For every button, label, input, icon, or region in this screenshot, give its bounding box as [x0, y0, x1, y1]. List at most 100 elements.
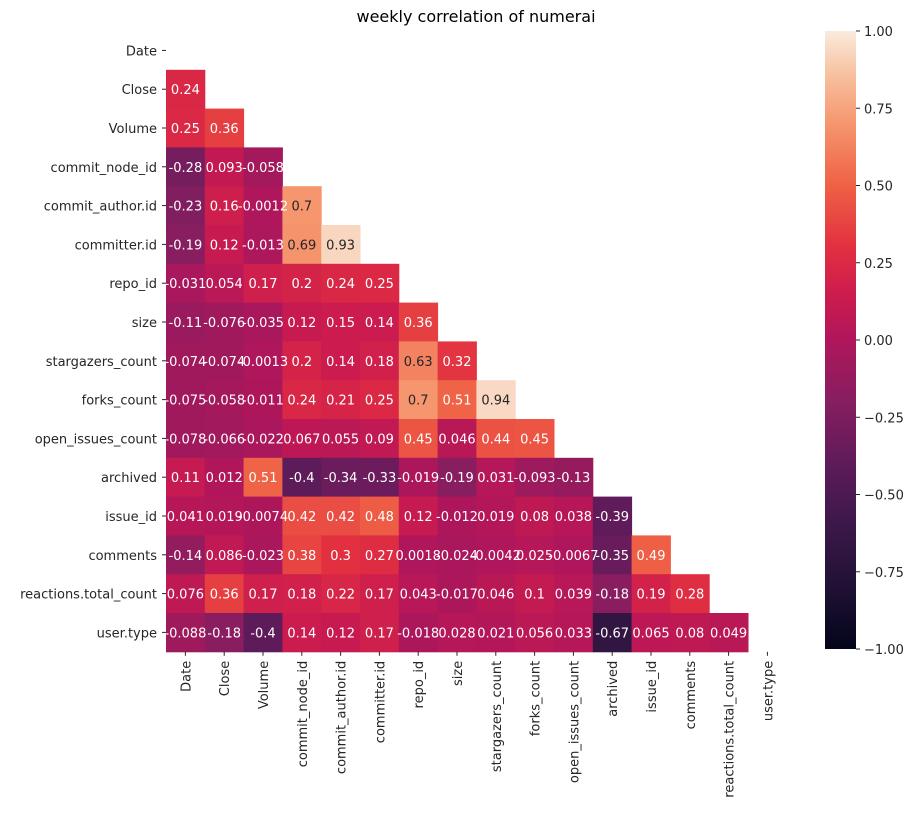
heatmap-cell: [243, 225, 283, 265]
heatmap-cell: [437, 535, 477, 575]
heatmap-cell: [476, 496, 516, 536]
cell-value-label: 0.17: [249, 588, 278, 603]
colorbar-tick-label: −0.25: [864, 411, 904, 426]
x-tick-label: forks_count: [529, 661, 544, 736]
heatmap-cell: [166, 457, 206, 498]
heatmap-cell: [670, 574, 710, 614]
cell-value-label: 0.019: [206, 510, 243, 525]
cell-value-label: -0.088: [164, 626, 206, 641]
heatmap-cell: [437, 380, 477, 420]
heatmap-cell: [360, 380, 400, 420]
cell-value-label: 0.25: [171, 122, 200, 137]
heatmap-cell: [360, 341, 400, 381]
colorbar-bar: [825, 31, 856, 649]
cell-value-label: 0.42: [326, 510, 355, 525]
cell-value-label: -0.0012: [238, 200, 288, 215]
cell-value-label: -0.0042: [471, 549, 521, 564]
cell-value-label: 0.22: [326, 588, 355, 603]
cell-value-label: -0.066: [203, 432, 245, 447]
heatmap-cell: [166, 263, 206, 304]
cell-value-label: 0.043: [400, 588, 437, 603]
cell-value-label: 0.046: [477, 588, 514, 603]
heatmap-cell: [321, 341, 361, 381]
y-axis-tick-labels: Date Close Volume commit_node_id commit_auth…: [20, 44, 166, 641]
cell-value-label: 0.021: [477, 626, 514, 641]
cell-value-label: 0.24: [171, 83, 200, 98]
heatmap-cell: [398, 535, 439, 575]
heatmap-cell: [398, 419, 439, 459]
cell-value-label: -0.074: [203, 355, 245, 370]
heatmap-cell: [321, 574, 361, 614]
cell-value-label: -0.13: [557, 471, 591, 486]
heatmap-cell: [437, 496, 477, 536]
heatmap-cell: [282, 613, 322, 653]
heatmap-cell: [592, 574, 633, 614]
x-tick-label: comments: [684, 661, 699, 730]
heatmap-cell: [554, 535, 594, 575]
cell-value-label: -0.013: [242, 238, 284, 253]
cell-value-label: -0.35: [595, 549, 629, 564]
cell-value-label: 0.049: [710, 626, 747, 641]
colorbar-tick-label: −0.75: [864, 566, 904, 581]
y-tick-label: archived: [101, 471, 157, 486]
heatmap-cell: [166, 380, 206, 420]
cell-value-label: -0.11: [169, 316, 203, 331]
y-tick-label: committer.id: [75, 238, 157, 253]
y-tick-label: issue_id: [105, 510, 157, 525]
cell-value-label: 0.51: [249, 471, 278, 486]
cell-value-label: -0.012: [436, 510, 478, 525]
cell-value-label: 0.3: [330, 549, 351, 564]
x-tick-label: committer.id: [373, 661, 388, 743]
cell-value-label: -0.058: [203, 394, 245, 409]
x-tick-label: user.type: [761, 661, 776, 721]
heatmap-cell: [204, 341, 245, 381]
cell-value-label: 0.086: [206, 549, 243, 564]
y-tick-label: Volume: [109, 122, 157, 137]
heatmap-cell: [515, 457, 555, 498]
x-axis-tick-labels: Date Close Volume commit_node_id commit_auth…: [179, 651, 776, 798]
heatmap-cell: [398, 457, 439, 498]
heatmap-cell: [166, 69, 206, 110]
heatmap-cell: [592, 535, 633, 575]
cell-value-label: -0.0067: [548, 549, 598, 564]
cell-value-label: 0.18: [365, 355, 394, 370]
cell-value-label: 0.0018: [395, 549, 441, 564]
cell-value-label: 0.36: [210, 122, 239, 137]
cell-value-label: 0.2: [291, 277, 312, 292]
cell-value-label: 0.38: [287, 549, 316, 564]
x-tick-label: Date: [179, 661, 194, 692]
cell-value-label: 0.054: [206, 277, 243, 292]
cell-value-label: 0.025: [516, 549, 553, 564]
cell-value-label: -0.058: [242, 161, 284, 176]
heatmap-cell: [360, 535, 400, 575]
cell-value-label: 0.36: [210, 588, 239, 603]
heatmap-cell: [166, 535, 206, 575]
x-tick-label: Close: [218, 661, 233, 696]
cell-value-label: 0.17: [365, 626, 394, 641]
heatmap-cell: [166, 613, 206, 653]
cell-value-label: 0.25: [365, 277, 394, 292]
heatmap-cell: [554, 613, 594, 653]
cell-value-label: -0.28: [169, 161, 203, 176]
heatmap-cell: [204, 108, 245, 148]
cell-value-label: 0.25: [365, 394, 394, 409]
cell-value-label: 0.056: [516, 626, 553, 641]
x-tick-label: archived: [606, 661, 621, 717]
cell-value-label: 0.14: [326, 355, 355, 370]
heatmap-cell: [243, 186, 283, 226]
cell-value-label: -0.024: [436, 549, 478, 564]
cell-value-label: 0.12: [404, 510, 433, 525]
cell-value-label: 0.039: [555, 588, 592, 603]
heatmap-cell: [243, 496, 283, 536]
cell-value-label: 0.27: [365, 549, 394, 564]
heatmap-cell: [166, 341, 206, 381]
x-tick-label: issue_id: [645, 661, 660, 713]
cell-value-label: -0.19: [440, 471, 474, 486]
cell-value-label: 0.28: [675, 588, 704, 603]
y-tick-label: reactions.total_count: [20, 588, 157, 603]
y-tick-label: Date: [126, 44, 157, 59]
cell-value-label: -0.076: [203, 316, 245, 331]
heatmap-cell: [321, 496, 361, 536]
cell-value-label: 0.19: [637, 588, 666, 603]
heatmap-cell: [204, 147, 245, 187]
